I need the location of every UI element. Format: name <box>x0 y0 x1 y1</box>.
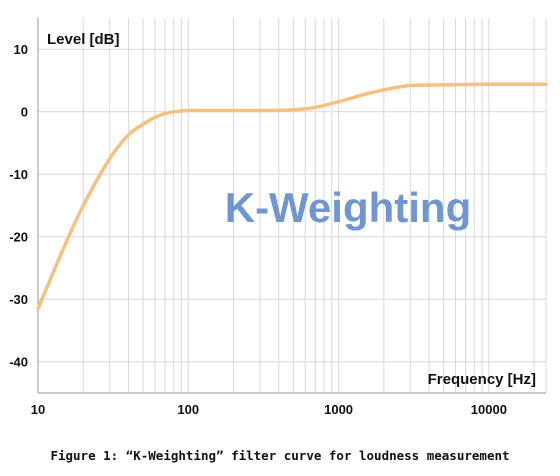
x-axis-title: Frequency [Hz] <box>428 371 536 388</box>
grid <box>37 18 547 394</box>
x-tick-label: 10000 <box>471 402 507 417</box>
y-tick-label: -40 <box>9 354 28 369</box>
figure-caption: Figure 1: “K-Weighting” filter curve for… <box>50 448 510 463</box>
y-tick-label: -30 <box>9 292 28 307</box>
x-tick-label: 100 <box>177 402 199 417</box>
x-tick-label: 10 <box>31 402 45 417</box>
y-tick-label: 10 <box>14 42 28 57</box>
y-tick-label: 0 <box>21 104 28 119</box>
y-tick-label: -20 <box>9 229 28 244</box>
y-axis-title: Level [dB] <box>47 31 120 48</box>
y-tick-label: -10 <box>9 167 28 182</box>
chart-annotation: K-Weighting <box>225 184 472 231</box>
x-tick-label: 1000 <box>324 402 353 417</box>
k-weighting-curve <box>36 82 548 311</box>
series-layer <box>36 82 548 311</box>
